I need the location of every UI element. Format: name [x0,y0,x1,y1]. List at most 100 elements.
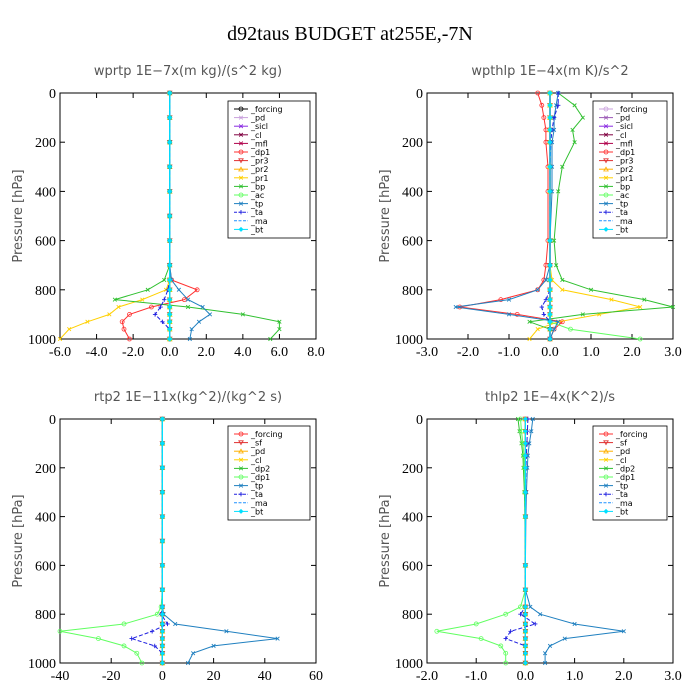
legend-entry: _bt [250,507,263,516]
data-point [588,287,594,292]
data-point [277,319,282,324]
data-point [670,304,676,310]
data-point [207,312,213,317]
data-point [107,312,112,317]
data-point [556,90,561,96]
data-point [189,327,194,332]
data-point [134,650,140,656]
legend-marker [603,192,609,198]
data-point [211,643,216,649]
data-point [609,297,614,302]
x-tick-label: -4.0 [85,345,107,360]
legend-entry: _pr3 [250,157,268,166]
x-tick-label: 8.0 [307,345,325,360]
data-point [518,604,523,610]
data-point [547,127,553,133]
y-tick-label: 400 [35,511,56,526]
data-point [547,188,553,194]
x-tick-label: -1.0 [498,345,520,360]
data-point [149,304,154,310]
data-point [240,312,245,317]
data-point [187,336,192,342]
data-point [503,650,509,656]
data-point [570,127,575,133]
legend-entry: _ma [250,217,268,226]
legend-entry: _bt [615,225,628,234]
data-point [96,636,101,641]
legend-entry: _forcing [615,430,648,439]
legend: _forcing_pd_sicl_cl_mfl_dp1_pr3_pr2_pr1_… [227,100,311,239]
y-tick-label: 1000 [395,657,423,672]
data-point [85,319,90,324]
legend-entry: _pd [615,447,630,456]
data-point [165,621,170,627]
data-point [637,336,643,342]
y-tick-label: 600 [35,235,56,250]
y-tick-label: 0 [49,87,56,102]
legend-marker [238,466,244,471]
legend-marker [238,457,244,462]
data-point [556,189,561,194]
data-point [547,287,553,293]
legend-marker [603,466,609,471]
data-point [547,90,553,96]
legend-marker [238,508,244,514]
data-point [538,612,543,617]
y-tick-label: 1000 [395,333,423,348]
data-point [522,587,528,593]
data-point [580,115,585,120]
legend-entry: _dp1 [615,473,635,482]
data-point [167,287,173,293]
x-tick-label: -2.0 [122,345,144,360]
data-point [67,327,72,332]
data-point [159,562,165,568]
data-point [547,336,553,342]
y-tick-label: 1000 [28,333,56,348]
series-dp1 [119,90,200,342]
y-axis-label: Pressure [hPa] [378,494,393,587]
data-point [547,115,553,121]
data-point [57,628,63,634]
series-bt [547,90,553,342]
data-point [159,611,165,617]
x-tick-label: -40 [51,669,70,684]
legend-entry: _ta [615,490,628,499]
data-point [159,465,165,471]
chart-panel-3: rtp2 1E−11x(kg^2)/(kg^2 s) Pressure [hPa]… [11,390,323,684]
data-point [185,660,191,666]
data-point [547,277,553,283]
data-point [551,115,557,120]
chart-panel-1: wprtp 1E−7x(m kg)/(s^2 kg) Pressure [hPa]… [11,64,325,360]
legend-entry: _ma [615,499,633,508]
legend-entry: _pr2 [615,165,633,174]
series-dp1 [57,416,165,666]
data-point [453,304,458,310]
x-tick-label: 1.0 [582,345,600,360]
legend-entry: _dp2 [250,464,270,473]
legend-marker [238,483,244,488]
data-point [121,326,127,332]
data-point [159,628,165,634]
legend-entry: _ta [250,490,263,499]
legend-entry: _pd [250,114,265,123]
data-point [503,611,509,617]
legend-marker [603,508,609,514]
legend-marker [238,158,244,164]
data-point [547,102,553,108]
legend-marker [603,492,609,497]
data-point [547,319,553,325]
data-point [551,238,557,243]
legend-marker [238,166,244,172]
data-point [522,628,528,634]
data-point [543,277,549,283]
y-tick-label: 400 [402,185,423,200]
data-point [522,611,528,617]
legend-marker [238,106,244,112]
legend-entry: _bt [615,507,628,516]
data-point [535,327,540,332]
data-point [508,629,513,634]
legend-entry: _dp1 [615,148,635,157]
data-point [572,140,577,145]
chart-panel-2: wpthlp 1E−4x(m K)/s^2 Pressure [hPa] -3.0 -… [378,64,682,360]
data-point [473,621,479,627]
